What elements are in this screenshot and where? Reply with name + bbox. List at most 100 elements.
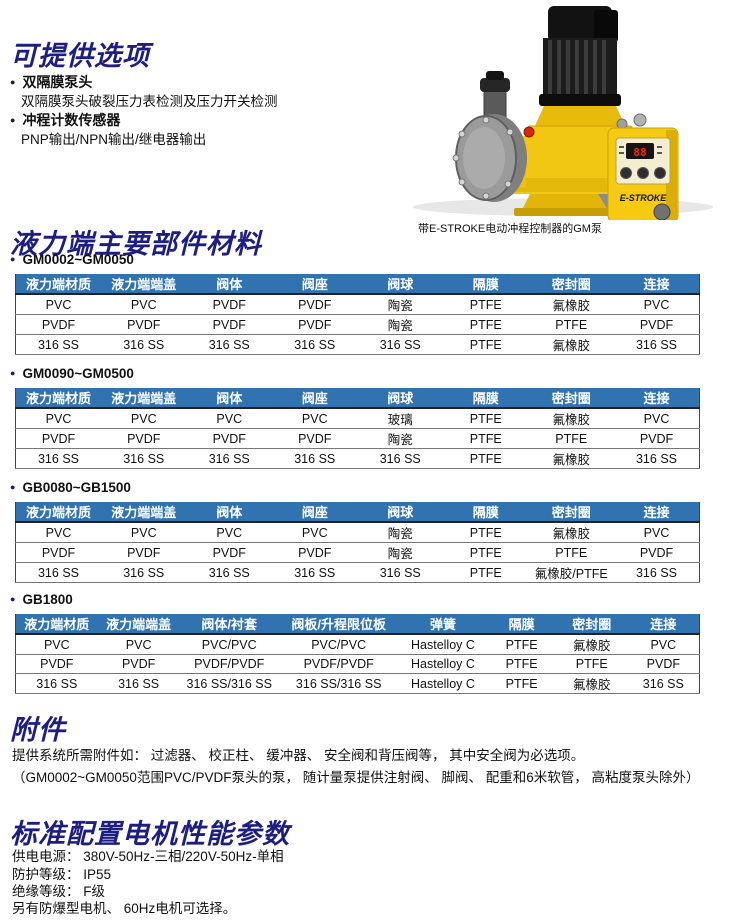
table-cell: 氟橡胶 bbox=[552, 299, 590, 313]
table-cell: PTFE bbox=[469, 411, 502, 426]
table-cell: PVDF bbox=[101, 314, 187, 335]
table-row: PVC PVC PVDF PVDF 陶瓷 PTFE 氟橡胶 PVC bbox=[16, 294, 700, 315]
connector-cap bbox=[653, 203, 671, 221]
table-cell: 316 SS bbox=[357, 562, 443, 583]
column-header: 隔膜 bbox=[487, 614, 556, 635]
table-cell: 316 SS bbox=[186, 448, 272, 469]
table-cell: PVC bbox=[643, 525, 670, 540]
stroke-controller: 88 E-STROKE bbox=[607, 127, 679, 223]
table-cell: 316 SS bbox=[97, 673, 180, 694]
table-cell: PVC bbox=[216, 525, 243, 540]
controller-button bbox=[620, 167, 632, 179]
table-cell: PTFE bbox=[505, 637, 538, 652]
table-row: 316 SS 316 SS 316 SS 316 SS 316 SS PTFE 氟橡胶 316… bbox=[15, 448, 700, 469]
table-row: PVDF PVDF PVDF PVDF 陶瓷 PTFE PTFE PVDF bbox=[15, 542, 700, 563]
table-cell: PTFE bbox=[443, 448, 529, 469]
column-header: 液力端端盖 bbox=[101, 274, 187, 295]
table-cell: PVC/PVC bbox=[201, 637, 257, 652]
pump-caption: 带E-STROKE电动冲程控制器的GM泵 bbox=[418, 223, 602, 235]
table-row: PVC PVC PVC PVC 玻璃 PTFE 氟橡胶 PVC bbox=[16, 408, 700, 429]
table-cell: 316 SS bbox=[101, 334, 187, 355]
table-row: 316 SS 316 SS 316 SS/316 SS 316 SS/316 SS Ha… bbox=[15, 673, 700, 694]
table-cell: PVDF/PVDF bbox=[278, 654, 399, 674]
valve-fitting bbox=[480, 71, 510, 123]
table-cell: PVDF bbox=[614, 428, 700, 449]
motor-spec-title: 标准配置电机性能参数 bbox=[10, 819, 290, 849]
column-header: 阀座 bbox=[272, 502, 358, 523]
table-cell: PVDF bbox=[272, 428, 358, 449]
table-cell: PVDF bbox=[15, 314, 101, 335]
bullet-icon: ● bbox=[10, 482, 16, 492]
red-valve-knob bbox=[523, 126, 535, 138]
table-cell: 316 SS bbox=[357, 448, 443, 469]
table-cell: Hastelloy C bbox=[411, 637, 475, 652]
svg-text:88: 88 bbox=[633, 146, 646, 159]
column-header: 液力端材质 bbox=[15, 614, 98, 635]
column-header: 隔膜 bbox=[443, 274, 529, 295]
column-header: 密封圈 bbox=[528, 274, 614, 295]
table-cell: PVDF bbox=[186, 542, 272, 563]
column-header: 液力端端盖 bbox=[101, 388, 187, 409]
table-cell: PVDF bbox=[614, 542, 700, 563]
table-cell: Hastelloy C bbox=[398, 654, 488, 674]
table-group-gm0002: ● GM0002~GM0050 液力端材质 液力端端盖 阀体 阀座 阀球 隔膜 密封圈 连接 PV… bbox=[10, 251, 700, 355]
table-cell: 氟橡胶/PTFE bbox=[528, 562, 614, 583]
column-header: 阀板/升程限位板 bbox=[278, 614, 399, 635]
column-header: 阀球 bbox=[357, 274, 443, 295]
materials-table: 液力端材质 液力端端盖 阀体 阀座 阀球 隔膜 密封圈 连接 PVC PVC PVDF PVDF 陶瓷 P… bbox=[15, 274, 700, 355]
table-row: PVC PVC PVC/PVC PVC/PVC Hastelloy C PTFE 氟橡胶 PV… bbox=[16, 634, 700, 655]
column-header: 液力端材质 bbox=[15, 502, 101, 523]
table-cell: 316 SS bbox=[272, 562, 358, 583]
table-cell: PTFE bbox=[469, 525, 502, 540]
table-cell: PVDF bbox=[186, 314, 272, 335]
column-header: 密封圈 bbox=[528, 502, 614, 523]
table-row: PVDF PVDF PVDF PVDF 陶瓷 PTFE PTFE PVDF bbox=[15, 314, 700, 335]
table-cell: 316 SS bbox=[186, 334, 272, 355]
option-sub-text: 双隔膜泵头破裂压力表检测及压力开关检测 bbox=[21, 94, 278, 109]
table-cell: 陶瓷 bbox=[357, 428, 443, 449]
table-cell: PTFE bbox=[528, 542, 614, 563]
table-cell: PTFE bbox=[487, 654, 556, 674]
table-cell: PVDF bbox=[272, 542, 358, 563]
table-cell: PTFE bbox=[528, 428, 614, 449]
table-group-gm0090: ● GM0090~GM0500 液力端材质 液力端端盖 阀体 阀座 阀球 隔膜 密封圈 连接 PV… bbox=[10, 365, 700, 469]
table-cell: PVC bbox=[43, 637, 70, 652]
table-cell: PVDF bbox=[298, 297, 332, 312]
table-cell: 316 SS/316 SS bbox=[179, 673, 279, 694]
option-label: 冲程计数传感器 bbox=[22, 112, 121, 128]
column-header: 密封圈 bbox=[528, 388, 614, 409]
table-cell: 玻璃 bbox=[387, 413, 413, 427]
table-cell: PVC bbox=[45, 411, 72, 426]
table-cell: PTFE bbox=[443, 428, 529, 449]
materials-table-grid: 液力端材质 液力端端盖 阀体/衬套 阀板/升程限位板 弹簧 隔膜 密封圈 连接 PVC PVC PV… bbox=[15, 614, 700, 694]
table-cell: PVDF bbox=[101, 542, 187, 563]
table-cell: PVC bbox=[130, 525, 157, 540]
table-cell: 316 SS bbox=[272, 334, 358, 355]
table-cell: 陶瓷 bbox=[387, 299, 413, 313]
table-cell: PTFE bbox=[469, 297, 502, 312]
column-header: 阀体 bbox=[186, 274, 272, 295]
table-cell: Hastelloy C bbox=[398, 673, 488, 694]
table-cell: 316 SS bbox=[101, 562, 187, 583]
column-header: 阀体/衬套 bbox=[179, 614, 279, 635]
table-cell: 氟橡胶 bbox=[555, 673, 628, 694]
motor-spec-power: 供电电源： 380V-50Hz-三相/220V-50Hz-单相 bbox=[12, 849, 284, 864]
pump-illustration: 88 E-STROKE bbox=[413, 6, 713, 223]
table-cell: 316 SS bbox=[186, 562, 272, 583]
table-cell: PVC bbox=[650, 637, 677, 652]
controller-button bbox=[654, 167, 666, 179]
table-cell: PVC bbox=[130, 411, 157, 426]
table-cell: 氟橡胶 bbox=[528, 334, 614, 355]
table-cell: 316 SS bbox=[101, 448, 187, 469]
table-cell: 氟橡胶 bbox=[552, 527, 590, 541]
table-row: PVC PVC PVC PVC 陶瓷 PTFE 氟橡胶 PVC bbox=[16, 522, 700, 543]
materials-table: 液力端材质 液力端端盖 阀体/衬套 阀板/升程限位板 弹簧 隔膜 密封圈 连接 PVC PVC PV… bbox=[15, 614, 700, 694]
table-cell: PVDF bbox=[15, 654, 98, 674]
table-cell: 316 SS bbox=[15, 562, 101, 583]
column-header: 隔膜 bbox=[443, 388, 529, 409]
list-item: ● 双隔膜泵头 bbox=[10, 73, 278, 92]
table-cell: PVDF bbox=[97, 654, 180, 674]
table-row: PVDF PVDF PVDF/PVDF PVDF/PVDF Hastelloy C PTF… bbox=[15, 654, 700, 674]
table-cell: PVC bbox=[45, 297, 72, 312]
materials-table-grid: 液力端材质 液力端端盖 阀体 阀座 阀球 隔膜 密封圈 连接 PVC PVC PVC PVC 陶瓷 PTF… bbox=[15, 502, 700, 583]
